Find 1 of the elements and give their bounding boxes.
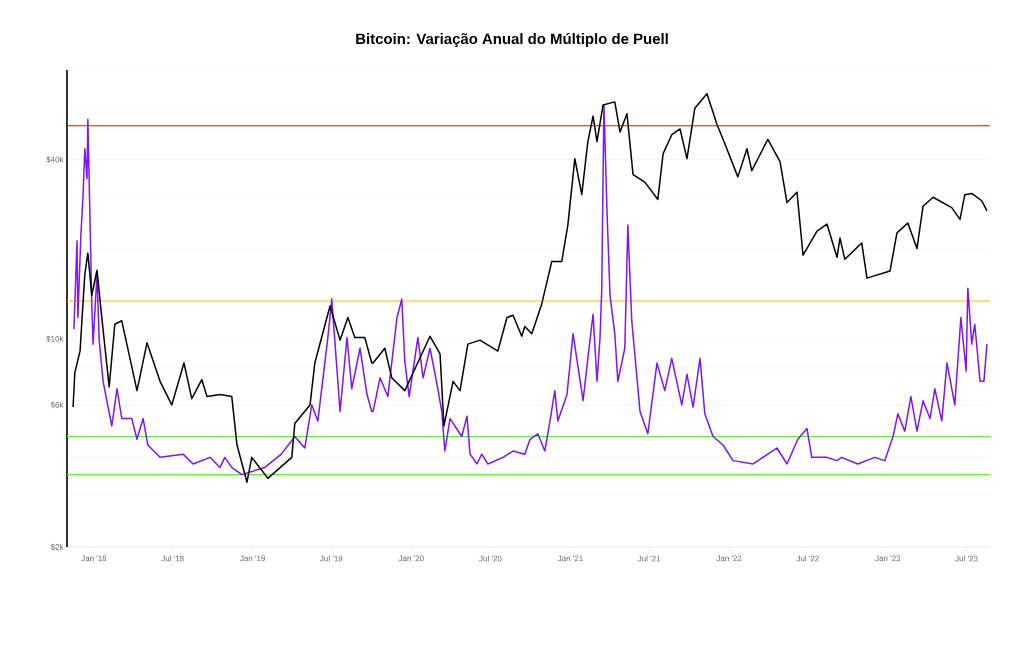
chart-title: Bitcoin: Variação Anual do Múltiplo de Puell [356,32,668,48]
